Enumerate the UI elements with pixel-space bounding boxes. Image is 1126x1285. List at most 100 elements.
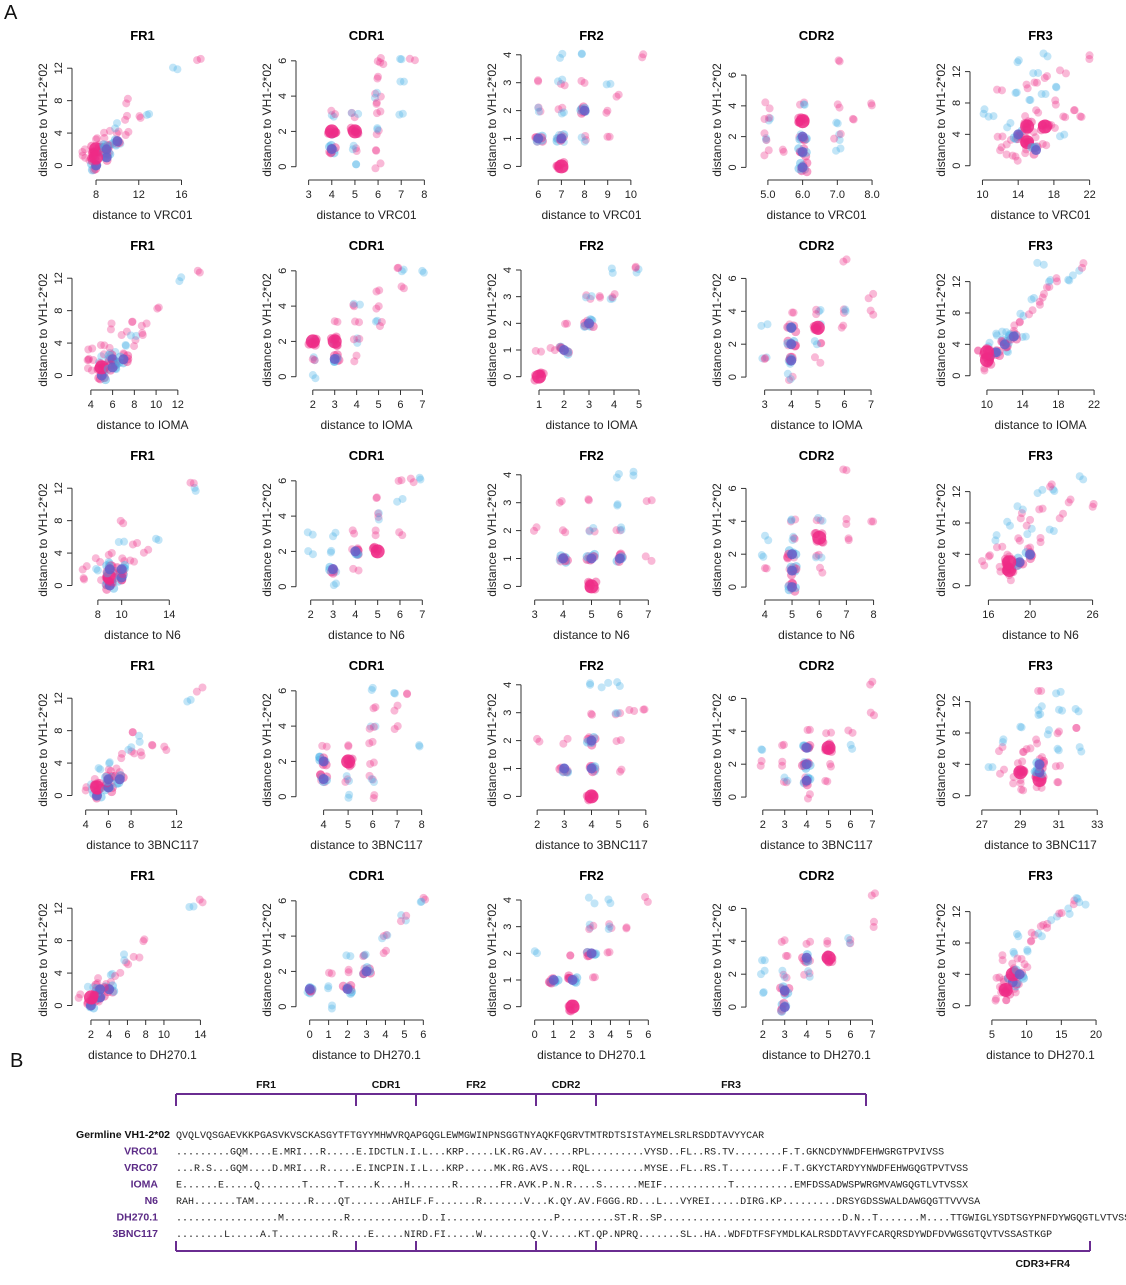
data-point [1034, 108, 1043, 117]
data-point [584, 496, 593, 505]
data-point [135, 737, 144, 746]
x-tick-label: 2 [344, 1029, 350, 1041]
data-point [1075, 266, 1084, 275]
data-point [634, 265, 643, 274]
data-point [360, 951, 369, 960]
y-tick-label: 0 [951, 163, 963, 169]
data-point [135, 112, 144, 121]
data-point [999, 735, 1008, 744]
data-point [823, 777, 832, 786]
data-point [393, 722, 402, 731]
data-point [849, 115, 858, 124]
data-point [402, 911, 411, 920]
data-point [191, 486, 200, 495]
y-axis-label: distance to VH1-2*02 [710, 483, 724, 597]
data-point [779, 147, 788, 156]
data-point [100, 128, 109, 137]
data-point [124, 745, 133, 754]
data-point [393, 264, 402, 273]
data-point [107, 548, 116, 557]
x-tick-label: 6 [397, 609, 403, 621]
x-tick-label: 7 [398, 189, 404, 201]
data-point [998, 743, 1007, 752]
data-point [1002, 140, 1011, 149]
data-point [343, 775, 352, 784]
data-point [403, 689, 412, 698]
data-point [631, 263, 640, 272]
data-point [1026, 744, 1035, 753]
data-point [622, 924, 631, 933]
data-point [410, 56, 419, 65]
y-tick-label: 4 [951, 551, 963, 557]
data-point [616, 526, 625, 535]
y-axis-label: distance to VH1-2*02 [260, 273, 274, 387]
data-point [375, 286, 384, 295]
data-point [370, 791, 379, 800]
data-point [1002, 996, 1011, 1005]
data-point [355, 334, 364, 343]
data-point-center [1008, 331, 1019, 342]
alignment-row-sequence: .................M..........R...........… [176, 1214, 1126, 1225]
alignment-row-name: VRC01 [124, 1146, 158, 1158]
data-point [74, 993, 83, 1002]
x-tick-label: 5 [401, 1029, 407, 1041]
data-point [817, 553, 826, 562]
data-point [1043, 919, 1052, 928]
data-point-center [821, 740, 836, 755]
data-point [995, 973, 1004, 982]
data-point [585, 526, 594, 535]
x-tick-label: 4 [804, 1029, 810, 1041]
panel-title: CDR1 [349, 658, 384, 673]
y-axis-label: distance to VH1-2*02 [485, 903, 499, 1017]
data-point [608, 268, 617, 277]
data-point [643, 897, 652, 906]
data-point [371, 526, 380, 535]
y-tick-label: 2 [502, 528, 514, 534]
data-point [1036, 710, 1045, 719]
data-point [789, 532, 798, 541]
scatter-panel-2-3: CDR2 4 5 6 7 8 0 2 4 6 distance to N6 distance to V… [710, 448, 878, 642]
data-point [1003, 123, 1012, 132]
data-point [415, 742, 424, 751]
data-point [1070, 106, 1079, 115]
data-point [1037, 90, 1046, 99]
data-point [1070, 106, 1079, 115]
data-point [1032, 735, 1041, 744]
data-point [405, 54, 414, 63]
data-point [1045, 277, 1054, 286]
data-point [787, 515, 796, 524]
data-point [1015, 536, 1024, 545]
data-point-center [305, 334, 320, 349]
data-point [764, 536, 773, 545]
panel-label-b: B [10, 1050, 24, 1072]
x-tick-label: 7 [394, 819, 400, 831]
data-point [1032, 106, 1041, 115]
data-point [761, 354, 770, 363]
data-point [992, 331, 1001, 340]
data-point [374, 509, 383, 518]
cdr3-fr4-label: CDR3+FR4 [1015, 1258, 1070, 1270]
x-tick-label: 6 [420, 1029, 426, 1041]
data-point [396, 917, 405, 926]
y-axis-label: distance to VH1-2*02 [260, 63, 274, 177]
data-point [351, 144, 360, 153]
data-point [83, 364, 92, 373]
data-point [1065, 909, 1074, 918]
data-point-center [779, 1002, 790, 1013]
x-tick-label: 6 [105, 819, 111, 831]
data-point [842, 466, 851, 475]
data-point [1054, 778, 1063, 787]
data-point-center [795, 114, 810, 129]
data-point [758, 354, 767, 363]
data-point [1015, 317, 1024, 326]
data-point [993, 85, 1002, 94]
data-point [376, 107, 385, 116]
data-point [1034, 711, 1043, 720]
data-point [607, 264, 616, 273]
y-tick-label: 4 [502, 682, 514, 688]
data-point [366, 722, 375, 731]
data-point [760, 956, 769, 965]
data-point-center [787, 549, 798, 560]
data-point [612, 473, 621, 482]
